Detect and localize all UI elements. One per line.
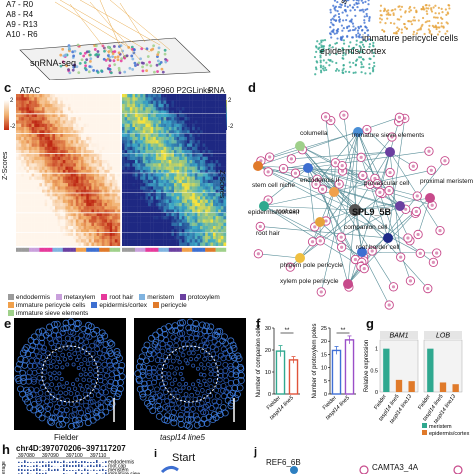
rna-scale-top: 2: [228, 98, 232, 104]
cluster-label-a7: A7 - R0: [6, 0, 34, 9]
bar: [395, 379, 403, 392]
cluster-label-a9: A9 - R13: [6, 20, 38, 29]
tf-label-camta3: CAMTA3_4A: [372, 463, 419, 472]
umap-label-epidermis-cortex: epidermis/cortex: [320, 46, 387, 56]
atac-scale-bottom: -2: [10, 124, 16, 130]
panel-letter-h: h: [2, 442, 10, 457]
trajectory-sketch: [160, 465, 179, 474]
network-node-label: endodermis II: [300, 177, 340, 184]
network-diagram: [253, 110, 450, 310]
legend-item-immature-sieve-elements: immature sieve elements: [8, 310, 88, 318]
bar: [288, 359, 299, 395]
legend-item-pericycle: pericycle: [153, 302, 187, 310]
heatmap-legend: endodermis metaxylem root hair meristem prot…: [8, 294, 236, 318]
umap-label-immature-pericycle: immature pericycle cells: [362, 33, 459, 43]
network-node-label: root border cell: [356, 244, 400, 251]
bar: [383, 348, 390, 392]
legend-item-epidermis-cortex: epidermis/cortex: [91, 302, 147, 310]
micrograph-caption-taspl14: taspl14 line5: [160, 433, 205, 442]
atac-label: ATAC: [20, 86, 41, 95]
network-node-label: phloem pole pericycle: [280, 262, 343, 269]
genomic-coords: chr4D:397070206~397117207: [16, 444, 126, 453]
atac-colorscale: [4, 100, 9, 130]
network-node-label: root cap: [276, 208, 300, 215]
network-node-label: companion cell: [344, 224, 388, 231]
network-node-label: proximal meristem: [420, 178, 474, 185]
tf-label-ref6: REF6_6B: [266, 458, 301, 467]
panel-letter-j: j: [254, 446, 258, 458]
network-node-label: stem cell niche: [252, 182, 295, 189]
panel-letter-f: f: [256, 316, 261, 331]
bar: [331, 349, 342, 395]
network-node-label: provascular cell: [364, 180, 410, 187]
network-hub-label: SPL9_5B: [352, 207, 392, 217]
legend-item-endodermis: endodermis: [8, 294, 50, 302]
top-umap-strip: [19, 0, 451, 80]
atac-scale-top: 2: [10, 98, 14, 104]
panel-letter-i: i: [154, 448, 158, 460]
trajectory-start-label: Start: [172, 452, 196, 464]
micrograph-caption-fielder: Fielder: [54, 433, 79, 442]
micrograph-fielder: [14, 318, 126, 430]
micrograph-taspl14: [134, 318, 246, 430]
rna-zscore-label: Z-Scores: [218, 170, 225, 199]
atac-zscore-label: Z-Scores: [2, 151, 9, 180]
bar: [452, 384, 459, 392]
legend-item-protoxylem: protoxylem: [180, 294, 220, 302]
cluster-label-a8: A8 - R4: [6, 10, 34, 19]
panel-letter-e: e: [4, 316, 12, 331]
rna-scale-bottom: -2: [228, 124, 234, 130]
bar: [344, 339, 355, 395]
snrna-seq-label: snRNA-seq: [30, 58, 77, 68]
bar: [275, 350, 286, 395]
bar: [427, 348, 434, 392]
tf-nodes: [290, 465, 463, 474]
network-node-label: epidermis/cortex I: [248, 209, 300, 216]
network-node-label: columella: [300, 130, 328, 137]
panel-letter-c: c: [4, 80, 12, 95]
cluster-label-a10: A10 - R6: [6, 30, 38, 39]
network-node-label: immature sieve elements: [352, 132, 425, 139]
legend-item-root-hair: root hair: [101, 294, 133, 302]
bar: [408, 381, 415, 392]
network-node-label: root hair: [256, 230, 280, 237]
legend-item-immature-pericycle-cells: immature pericycle cells: [8, 302, 85, 310]
panel-letter-d: d: [248, 80, 256, 95]
heatmap: [4, 94, 227, 252]
network-node-label: xylem pole pericycle: [280, 278, 339, 285]
panel-letter-g: g: [366, 316, 374, 331]
p2glinks-label: 82960 P2GLinks: [152, 86, 212, 95]
rna-label: RNA: [208, 86, 225, 95]
bar: [439, 382, 447, 392]
legend-item-metaxylem: metaxylem: [55, 294, 95, 302]
legend-item-meristem: meristem: [139, 294, 174, 302]
